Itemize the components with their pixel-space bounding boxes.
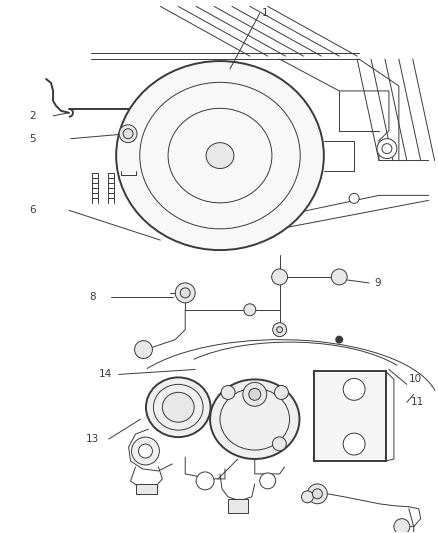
Circle shape (249, 389, 261, 400)
Ellipse shape (206, 143, 234, 168)
Circle shape (175, 283, 195, 303)
Ellipse shape (210, 379, 300, 459)
Circle shape (335, 336, 343, 344)
Circle shape (138, 444, 152, 458)
Text: 5: 5 (29, 134, 36, 144)
Circle shape (196, 472, 214, 490)
Text: 9: 9 (374, 278, 381, 288)
Text: 6: 6 (29, 205, 36, 215)
Circle shape (277, 327, 283, 333)
Circle shape (343, 433, 365, 455)
Ellipse shape (146, 377, 211, 437)
Circle shape (180, 288, 190, 298)
Circle shape (331, 269, 347, 285)
Circle shape (275, 385, 289, 399)
Circle shape (343, 378, 365, 400)
Text: 14: 14 (99, 369, 112, 379)
Text: 10: 10 (409, 374, 422, 384)
Circle shape (273, 322, 286, 337)
Circle shape (134, 341, 152, 359)
Circle shape (307, 484, 327, 504)
Circle shape (301, 491, 314, 503)
Bar (228, 499, 248, 513)
Circle shape (272, 269, 288, 285)
Bar (135, 484, 157, 494)
Circle shape (131, 437, 159, 465)
Text: 1: 1 (262, 9, 268, 18)
Circle shape (382, 144, 392, 154)
Text: 8: 8 (89, 292, 95, 302)
Circle shape (377, 139, 397, 158)
Bar (314, 372, 386, 461)
Text: 2: 2 (29, 111, 36, 121)
Circle shape (272, 437, 286, 451)
Circle shape (244, 304, 256, 316)
Circle shape (349, 193, 359, 203)
Circle shape (119, 125, 137, 143)
Text: 13: 13 (86, 434, 99, 444)
Ellipse shape (116, 61, 324, 250)
Text: 11: 11 (411, 397, 424, 407)
Circle shape (243, 382, 267, 406)
Circle shape (312, 489, 322, 499)
Circle shape (221, 385, 235, 399)
Circle shape (260, 473, 276, 489)
Circle shape (394, 519, 410, 533)
Circle shape (123, 129, 133, 139)
Ellipse shape (162, 392, 194, 422)
Text: 12: 12 (198, 477, 212, 487)
